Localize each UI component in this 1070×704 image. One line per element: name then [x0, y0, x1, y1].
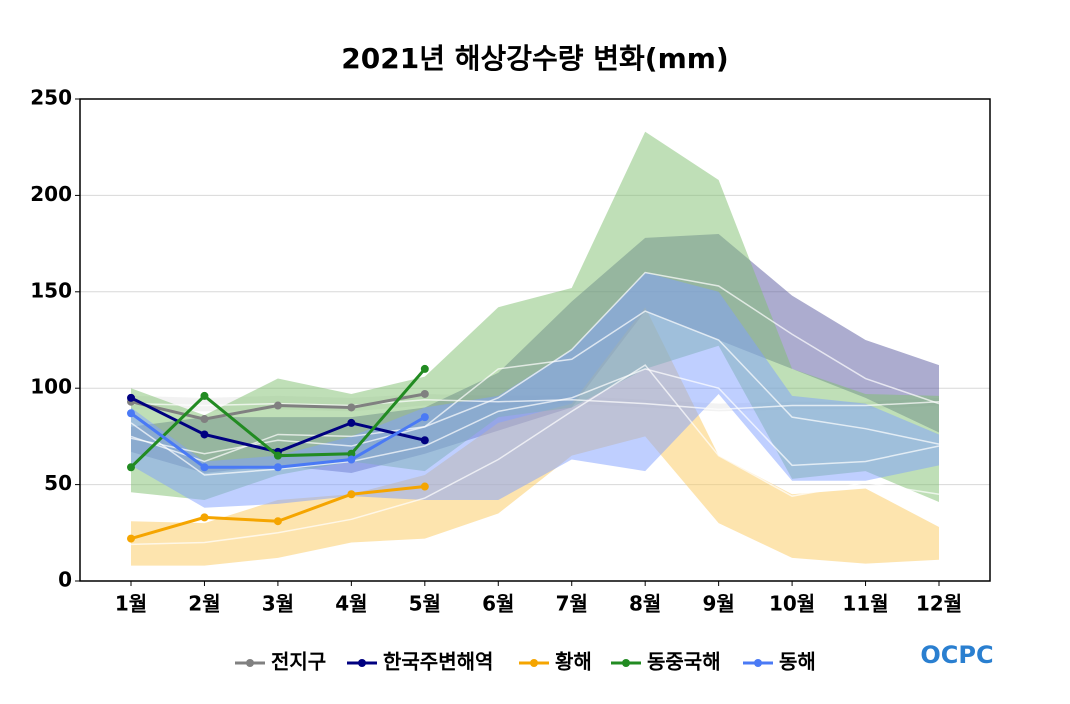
range-band — [131, 272, 939, 508]
y-tick-label: 250 — [30, 86, 72, 110]
x-tick-label: 9월 — [702, 592, 734, 616]
point — [347, 490, 356, 499]
legend-marker — [246, 659, 254, 667]
point — [200, 463, 209, 472]
mean-line — [130, 364, 940, 546]
legend-marker — [530, 659, 538, 667]
point — [127, 534, 135, 543]
x-tick-label: 2월 — [188, 592, 220, 616]
legend-label: 전지구 — [271, 650, 326, 674]
x-tick-label: 8월 — [629, 592, 661, 616]
point — [127, 409, 135, 418]
legend-label: 한국주변해역 — [383, 650, 493, 674]
legend-label: 동해 — [779, 650, 816, 674]
x-tick-label: 11월 — [842, 592, 888, 616]
y-tick-label: 150 — [30, 278, 72, 302]
logo: OCPC — [920, 641, 993, 669]
point — [200, 513, 209, 522]
chart-title: 2021년 해상강수량 변화(mm) — [341, 42, 728, 75]
y-tick-label: 100 — [30, 375, 72, 399]
legend-label: 동중국해 — [647, 650, 721, 674]
y-tick-label: 50 — [44, 471, 72, 495]
y-tick-label: 200 — [30, 182, 72, 206]
plot-frame — [79, 98, 991, 582]
point — [347, 403, 356, 412]
y-tick-label: 0 — [58, 568, 72, 592]
x-tick-label: 6월 — [482, 592, 514, 616]
legend-marker — [754, 659, 762, 667]
x-tick-label: 12월 — [916, 592, 962, 616]
x-tick-label: 10월 — [769, 592, 815, 616]
x-tick-label: 1월 — [115, 592, 147, 616]
mean-line — [130, 271, 940, 455]
mean-line — [130, 368, 940, 476]
point — [420, 389, 429, 398]
x-tick-label: 3월 — [262, 592, 294, 616]
point — [420, 364, 429, 373]
point — [200, 430, 209, 439]
x-tick-label: 7월 — [556, 592, 588, 616]
mean-line — [130, 399, 940, 411]
point — [200, 415, 209, 424]
point — [347, 449, 356, 458]
point — [200, 391, 209, 400]
point — [347, 455, 356, 464]
x-tick-label: 4월 — [335, 592, 367, 616]
point — [273, 401, 282, 410]
point — [273, 463, 282, 472]
point — [127, 393, 135, 402]
legend-marker — [358, 659, 366, 667]
range-band — [131, 131, 939, 502]
point — [273, 517, 282, 526]
point — [420, 413, 429, 422]
point — [420, 436, 429, 445]
point — [347, 418, 356, 427]
point — [127, 463, 135, 472]
legend-label: 황해 — [555, 650, 592, 674]
point — [420, 482, 429, 491]
x-tick-label: 5월 — [409, 592, 441, 616]
point — [273, 451, 282, 460]
mean-line — [130, 310, 940, 463]
legend-marker — [622, 659, 630, 667]
